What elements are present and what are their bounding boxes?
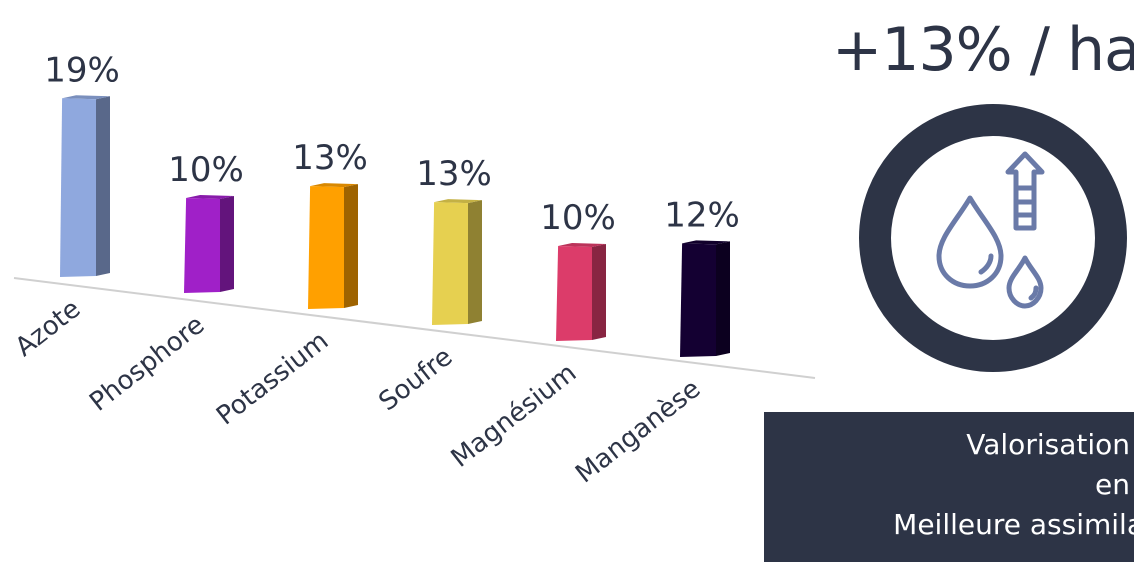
badge-ring [859, 104, 1127, 372]
info-banner: Valorisation en Meilleure assimila [764, 412, 1134, 562]
bar-side-potassium [344, 184, 358, 308]
bar-side-azote [96, 96, 110, 276]
category-label-potassium: Potassium [211, 326, 334, 431]
banner-line-3: Meilleure assimila [893, 508, 1134, 541]
water-drops-arrow-up-icon [936, 151, 1045, 309]
bar-top-magnesium [558, 242, 606, 247]
headline-yield-gain: +13% / ha [832, 15, 1134, 85]
banner-line-1: Valorisation [966, 428, 1130, 461]
value-label-manganese: 12% [664, 195, 740, 235]
value-label-azote: 19% [44, 50, 120, 90]
bar-side-phosphore [220, 195, 234, 292]
category-label-phosphore: Phosphore [84, 310, 210, 418]
bar-side-manganese [716, 241, 730, 356]
bar-top-soufre [434, 199, 482, 204]
chart-baseline [13, 277, 816, 379]
value-label-potassium: 13% [292, 138, 368, 178]
category-label-manganese: Manganèse [570, 374, 706, 490]
bar-soufre [432, 202, 468, 325]
bar-side-soufre [468, 200, 482, 324]
banner-line-2: en [1095, 468, 1130, 501]
bar-magnesium [556, 245, 592, 341]
value-label-phosphore: 10% [168, 150, 244, 190]
category-label-soufre: Soufre [374, 342, 459, 417]
bar-chart: 19% Azote 10% Phosphore 13% Potassium 13% Soufr… [10, 50, 816, 490]
category-label-azote: Azote [10, 294, 86, 363]
bar-azote [60, 98, 96, 277]
bar-phosphore [184, 197, 220, 293]
bar-top-phosphore [186, 194, 234, 199]
value-label-magnesium: 10% [540, 198, 616, 238]
bar-manganese [680, 243, 716, 357]
bar-potassium [308, 186, 344, 309]
bar-top-azote [62, 95, 110, 100]
bar-side-magnesium [592, 243, 606, 340]
bar-top-manganese [682, 240, 730, 245]
bar-top-potassium [310, 183, 358, 188]
category-label-magnesium: Magnésium [446, 358, 583, 474]
water-drops-icon-badge [857, 102, 1129, 374]
value-label-soufre: 13% [416, 154, 492, 194]
